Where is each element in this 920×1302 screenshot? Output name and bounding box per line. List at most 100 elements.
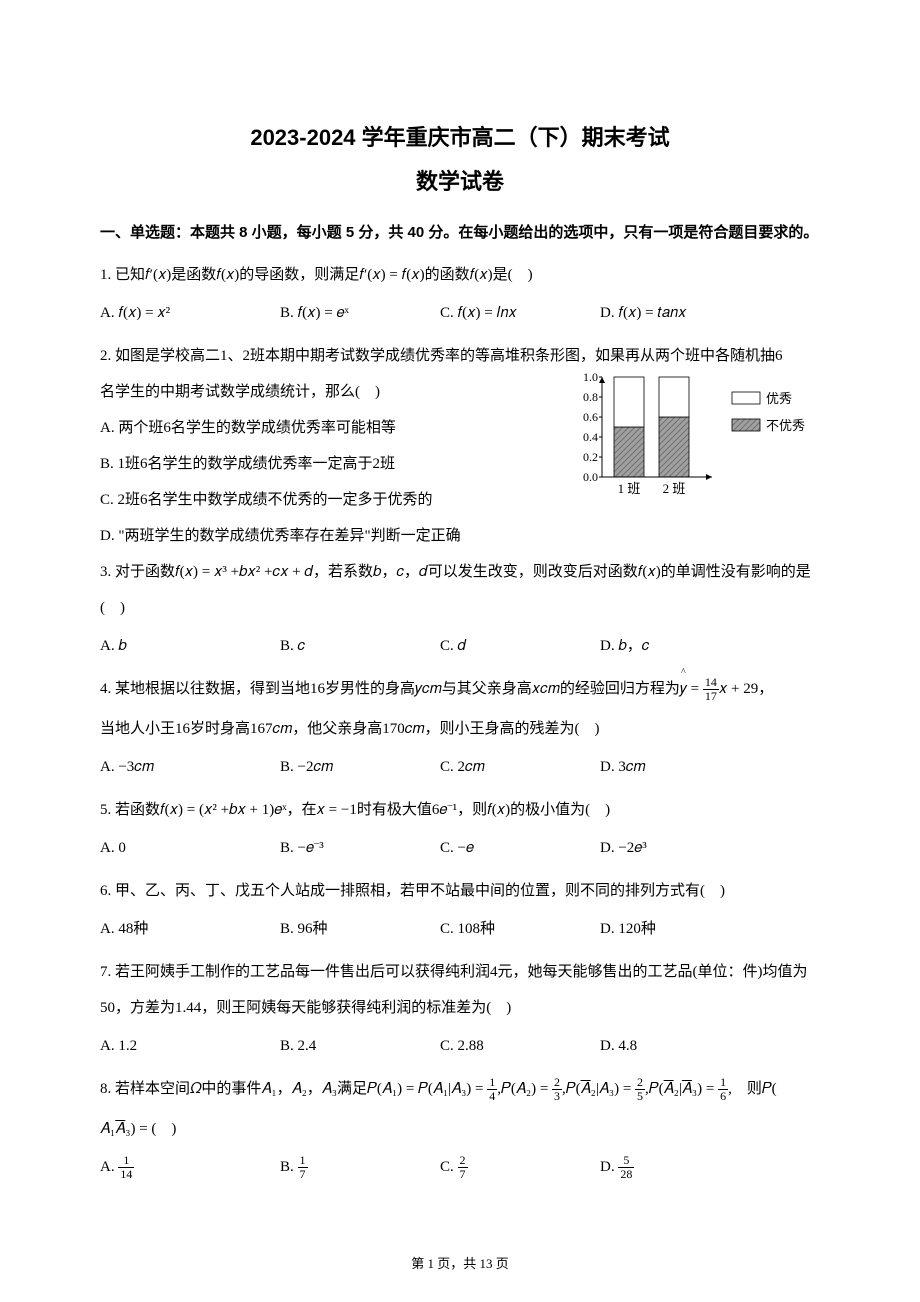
- q1-b: B. 𝑓(𝑥) = 𝑒ˣ: [280, 297, 440, 330]
- q8-d-pre: D.: [600, 1159, 618, 1175]
- q2-chart: 0.0 0.2 0.4 0.6 0.8 1.0 1 班 2 班 优秀不优秀: [570, 372, 830, 502]
- q8-f4d: 6: [718, 1090, 728, 1103]
- title-sub: 数学试卷: [100, 164, 820, 196]
- q8-b-pre: B.: [280, 1159, 298, 1175]
- q8-f1n: 1: [487, 1076, 497, 1090]
- q8-l2a: 𝐴₁: [100, 1121, 115, 1137]
- q3-d: D. 𝑏，𝑐: [600, 630, 820, 663]
- q4-text: 4. 某地根据以往数据，得到当地16岁男性的身高𝑦𝑐𝑚与其父亲身高𝑥𝑐𝑚的经验回…: [100, 671, 820, 707]
- q8-b: B. 17: [280, 1151, 440, 1184]
- q8-a2bar: 𝐴: [581, 1081, 591, 1097]
- q4-frac-den: 17: [703, 690, 719, 703]
- svg-text:0.0: 0.0: [583, 470, 598, 484]
- q6-d: D. 120种: [600, 913, 820, 946]
- q4-line2: 当地人小王16岁时身高167𝑐𝑚，他父亲身高170𝑐𝑚，则小王身高的残差为( ): [100, 711, 820, 747]
- svg-text:2 班: 2 班: [663, 481, 686, 496]
- q8-dd: 28: [618, 1168, 634, 1181]
- q8-f4: 16: [718, 1076, 728, 1103]
- q8-an: 1: [118, 1154, 134, 1168]
- q8-m2: ,𝑃(: [562, 1081, 581, 1097]
- q3-options: A. 𝑏 B. 𝑐 C. 𝑑 D. 𝑏，𝑐: [100, 630, 820, 663]
- q7-d: D. 4.8: [600, 1030, 820, 1063]
- q7-options: A. 1.2 B. 2.4 C. 2.88 D. 4.8: [100, 1030, 820, 1063]
- q6-c: C. 108种: [440, 913, 600, 946]
- q8-f2d: 3: [552, 1090, 562, 1103]
- q6-b: B. 96种: [280, 913, 440, 946]
- q8-f2n: 2: [552, 1076, 562, 1090]
- q4-d: D. 3𝑐𝑚: [600, 751, 820, 784]
- q3-b: B. 𝑐: [280, 630, 440, 663]
- q8-a2bar2: 𝐴: [664, 1081, 674, 1097]
- q5-a: A. 0: [100, 832, 280, 865]
- q4-suffix: 𝑥 + 29，: [719, 681, 773, 697]
- q1-options: A. 𝑓(𝑥) = 𝑥² B. 𝑓(𝑥) = 𝑒ˣ C. 𝑓(𝑥) = 𝑙𝑛𝑥 …: [100, 297, 820, 330]
- q8-ad: 14: [118, 1168, 134, 1181]
- svg-text:0.4: 0.4: [583, 430, 598, 444]
- q8-dn: 5: [618, 1154, 634, 1168]
- svg-text:1.0: 1.0: [583, 372, 598, 384]
- q8-l2b: ₃) = ( ): [125, 1121, 176, 1137]
- q8-f3: 25: [635, 1076, 645, 1103]
- q8-c-pre: C.: [440, 1159, 458, 1175]
- q1-a: A. 𝑓(𝑥) = 𝑥²: [100, 297, 280, 330]
- q3-a: A. 𝑏: [100, 630, 280, 663]
- q4-b: B. −2𝑐𝑚: [280, 751, 440, 784]
- q4-eqmid: =: [687, 681, 703, 697]
- q4-c: C. 2𝑐𝑚: [440, 751, 600, 784]
- q2-wrapper: 2. 如图是学校高二1、2班本期中期考试数学成绩优秀率的等高堆积条形图，如果再从…: [100, 338, 820, 554]
- q2-d: D. "两班学生的数学成绩优秀率存在差异"判断一定正确: [100, 518, 820, 554]
- q6-text: 6. 甲、乙、丙、丁、戊五个人站成一排照相，若甲不站最中间的位置，则不同的排列方…: [100, 873, 820, 909]
- svg-text:0.6: 0.6: [583, 410, 598, 424]
- q8-f2: 23: [552, 1076, 562, 1103]
- q5-d: D. −2𝑒³: [600, 832, 820, 865]
- q8-bd: 7: [298, 1168, 308, 1181]
- q8-f4n: 1: [718, 1076, 728, 1090]
- q5-text: 5. 若函数𝑓(𝑥) = (𝑥² +𝑏𝑥 + 1)𝑒ˣ，在𝑥 = −1时有极大值…: [100, 792, 820, 828]
- q8-text: 8. 若样本空间𝛺中的事件𝐴₁，𝐴₂，𝐴₃满足𝑃(𝐴₁) = 𝑃(𝐴₁|𝐴₃) …: [100, 1071, 820, 1107]
- q7-c: C. 2.88: [440, 1030, 600, 1063]
- q8-prefix: 8. 若样本空间𝛺中的事件𝐴₁，𝐴₂，𝐴₃满足𝑃(𝐴₁) = 𝑃(𝐴₁|𝐴₃) …: [100, 1081, 487, 1097]
- q3-c: C. 𝑑: [440, 630, 600, 663]
- q8-f3d: 5: [635, 1090, 645, 1103]
- q8-cf: 27: [458, 1154, 468, 1181]
- q5-c: C. −𝑒: [440, 832, 600, 865]
- svg-text:1 班: 1 班: [618, 481, 641, 496]
- q8-af: 114: [118, 1154, 134, 1181]
- q4-a: A. −3𝑐𝑚: [100, 751, 280, 784]
- svg-text:0.2: 0.2: [583, 450, 598, 464]
- q4-frac: 1417: [703, 676, 719, 703]
- q8-bf: 17: [298, 1154, 308, 1181]
- q4-prefix: 4. 某地根据以往数据，得到当地16岁男性的身高𝑦𝑐𝑚与其父亲身高𝑥𝑐𝑚的经验回…: [100, 681, 680, 697]
- q6-a: A. 48种: [100, 913, 280, 946]
- q8-cn: 2: [458, 1154, 468, 1168]
- q4-yhat: 𝑦: [680, 671, 687, 707]
- q2-line1: 2. 如图是学校高二1、2班本期中期考试数学成绩优秀率的等高堆积条形图，如果再从…: [100, 338, 820, 374]
- footer: 第 1 页，共 13 页: [0, 1253, 920, 1272]
- section-1-header: 一、单选题：本题共 8 小题，每小题 5 分，共 40 分。在每小题给出的选项中…: [100, 216, 820, 249]
- q8-m3: ,𝑃(: [645, 1081, 664, 1097]
- q1-c: C. 𝑓(𝑥) = 𝑙𝑛𝑥: [440, 297, 600, 330]
- q7-text: 7. 若王阿姨手工制作的工艺品每一件售出后可以获得纯利润4元，她每天能够售出的工…: [100, 954, 820, 1026]
- q8-c: C. 27: [440, 1151, 600, 1184]
- title-main: 2023-2024 学年重庆市高二（下）期末考试: [100, 120, 820, 152]
- q5-options: A. 0 B. −𝑒⁻³ C. −𝑒 D. −2𝑒³: [100, 832, 820, 865]
- svg-text:不优秀: 不优秀: [766, 418, 805, 433]
- q8-a-pre: A.: [100, 1159, 118, 1175]
- q4-frac-num: 14: [703, 676, 719, 690]
- q8-a3bar: 𝐴: [682, 1081, 692, 1097]
- q8-bn: 1: [298, 1154, 308, 1168]
- q7-a: A. 1.2: [100, 1030, 280, 1063]
- q8-f1: 14: [487, 1076, 497, 1103]
- q8-m1: ,𝑃(𝐴₂) =: [497, 1081, 552, 1097]
- svg-text:0.8: 0.8: [583, 390, 598, 404]
- q8-m4: , 则𝑃(: [728, 1081, 777, 1097]
- q8-f3n: 2: [635, 1076, 645, 1090]
- q5-b: B. −𝑒⁻³: [280, 832, 440, 865]
- svg-text:优秀: 优秀: [766, 391, 792, 406]
- q7-b: B. 2.4: [280, 1030, 440, 1063]
- q8-l2bar: 𝐴: [115, 1121, 125, 1137]
- q8-options: A. 114 B. 17 C. 27 D. 528: [100, 1151, 820, 1184]
- q8-f1d: 4: [487, 1090, 497, 1103]
- q8-line2: 𝐴₁𝐴₃) = ( ): [100, 1111, 820, 1147]
- q6-options: A. 48种 B. 96种 C. 108种 D. 120种: [100, 913, 820, 946]
